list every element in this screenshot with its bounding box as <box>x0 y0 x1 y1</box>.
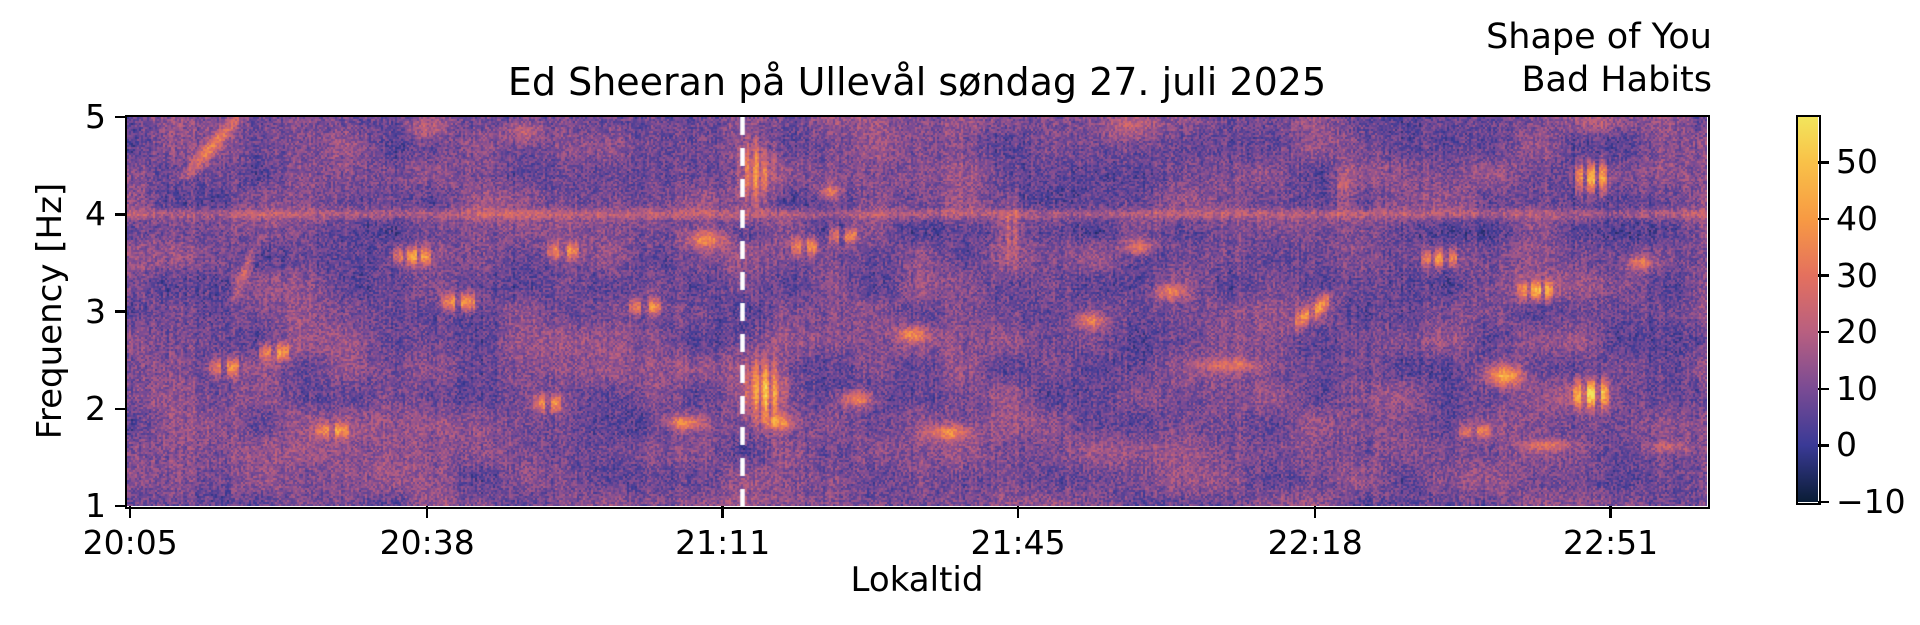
x-tick-label: 22:51 <box>1563 523 1659 562</box>
annotation-bad-habits: Bad Habits <box>1521 60 1712 100</box>
y-tick-label: 1 <box>85 486 106 525</box>
colorbar-tick-mark <box>1818 217 1829 221</box>
y-tick-label: 3 <box>85 291 106 331</box>
colorbar-tick-mark <box>1818 387 1829 390</box>
colorbar-tick-label: 30 <box>1836 255 1878 295</box>
colorbar-tick-label: 0 <box>1836 425 1857 465</box>
x-tick-mark <box>128 506 132 518</box>
y-tick-label: 4 <box>85 194 106 234</box>
x-tick-label: 20:38 <box>379 523 475 562</box>
x-tick-mark <box>425 506 429 518</box>
x-tick-mark <box>1016 506 1020 518</box>
colorbar-gradient <box>1798 117 1818 502</box>
colorbar-tick-mark <box>1818 330 1829 334</box>
colorbar-tick-mark <box>1818 274 1829 277</box>
x-tick-label: 21:45 <box>970 523 1066 562</box>
colorbar-tick-mark <box>1818 444 1829 447</box>
y-tick-mark <box>115 407 127 410</box>
colorbar-tick-label: 20 <box>1836 312 1878 352</box>
song-annotations: Shape of You Bad Habits <box>1110 16 1712 102</box>
y-tick-mark <box>115 213 127 216</box>
colorbar-tick-mark <box>1818 500 1829 504</box>
y-tick-mark <box>115 504 127 508</box>
x-tick-mark <box>1609 506 1612 518</box>
x-tick-label: 21:11 <box>675 523 771 562</box>
spectrogram-canvas <box>127 117 1707 506</box>
x-tick-label: 20:05 <box>82 523 178 562</box>
chart-title: Ed Sheeran på Ullevål søndag 27. juli 20… <box>507 60 1327 104</box>
colorbar-tick-label: 40 <box>1836 198 1878 238</box>
colorbar-tick-mark <box>1818 161 1829 164</box>
colorbar-tick-label: −10 <box>1836 482 1906 521</box>
colorbar-tick-label: 10 <box>1836 368 1878 408</box>
y-tick-label: 5 <box>85 97 106 136</box>
annotation-shape-of-you: Shape of You <box>1486 17 1712 57</box>
colorbar-tick-label: 50 <box>1836 142 1878 182</box>
x-tick-mark <box>721 506 724 518</box>
x-tick-label: 22:18 <box>1267 523 1363 562</box>
x-tick-mark <box>1313 506 1317 518</box>
y-tick-mark <box>115 115 127 119</box>
y-tick-label: 2 <box>85 388 106 428</box>
x-axis-label: Lokaltid <box>850 560 984 600</box>
y-tick-mark <box>115 310 127 313</box>
